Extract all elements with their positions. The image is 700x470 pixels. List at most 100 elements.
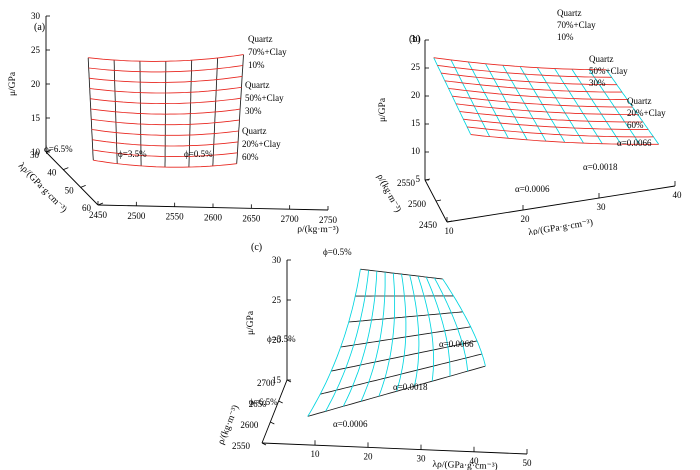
- x-tick-label: 2500: [127, 211, 146, 221]
- iso-line-quartz_content_pct-55: [444, 80, 623, 93]
- x-tick-label: 2600: [240, 420, 259, 430]
- iso-line-quartz_content_pct-65: [88, 65, 243, 73]
- iso-line-crack_density_alpha-0.0066: [442, 278, 486, 367]
- panel-a-letter: (a): [34, 22, 46, 33]
- iso-line-quartz_content_pct-65: [437, 64, 612, 78]
- iso-line-value-label: ϕ=6.5%: [44, 144, 73, 154]
- x-tick-label: 2550: [397, 178, 416, 188]
- iso-line-crack_density_alpha-0.0036: [396, 274, 407, 392]
- iso-line-quartz_content_pct-70: [88, 54, 244, 62]
- z-tick-label: 10: [411, 146, 421, 156]
- x-axis-tick: [270, 421, 275, 425]
- z-tick-label: 5: [416, 174, 421, 184]
- x-tick-label: 2550: [166, 212, 185, 222]
- iso-line-crack_density_alpha-0.0012: [325, 270, 370, 412]
- surface-plot-a: 2450 2500 2550 2600 2650 2700 2750ρ/(kg·m⁻³)30…: [8, 11, 339, 235]
- z-axis-title: μ/GPa: [8, 71, 18, 96]
- iso-line-quartz_content_pct-20: [93, 159, 237, 168]
- z-tick-label: 30: [411, 34, 421, 44]
- iso-line-quartz_content_pct-50: [448, 88, 628, 101]
- y-tick-label: 30: [30, 150, 40, 160]
- x-axis-tick: [278, 400, 283, 404]
- x-axis-tick: [435, 199, 442, 202]
- panel-b-letter: (b): [409, 34, 421, 45]
- y-tick-label: 40: [470, 456, 480, 466]
- mineral-fraction-label: Quartz: [589, 54, 614, 64]
- iso-line-quartz_content_pct-30: [463, 118, 649, 130]
- iso-line-quartz_content_pct-60: [89, 75, 243, 83]
- y-tick-label: 40: [47, 168, 57, 178]
- x-axis-title: ρ/(kg·m⁻³): [297, 224, 339, 235]
- mineral-fraction-label: 20%+Clay: [627, 108, 666, 118]
- y-axis-tick: [97, 202, 104, 206]
- x-axis-title: ρ/(kg·m⁻³): [216, 403, 242, 446]
- y-axis-title: λρ/(GPa·g·cm⁻³): [432, 459, 498, 470]
- iso-line-crack_density_alpha-0.0006: [433, 57, 472, 135]
- mineral-fraction-label: 60%: [242, 152, 259, 162]
- z-tick-label: 25: [31, 45, 41, 55]
- surface-plot-c: 2550 2600 2650 2700 ρ/(kg·m⁻³) 10 20 30 40 50 λρ/(…: [216, 247, 532, 470]
- mineral-fraction-label: 50%+Clay: [589, 66, 628, 76]
- iso-line-value-label: α=0.0018: [583, 162, 618, 172]
- iso-line-crack_density_alpha-0.0024: [360, 272, 386, 402]
- iso-line-value-label: α=0.0006: [333, 419, 368, 429]
- iso-line-value-label: ϕ=6.5%: [249, 397, 278, 407]
- z-tick-label: 15: [31, 113, 41, 123]
- iso-line-value-label: ϕ=3.5%: [267, 334, 296, 344]
- mineral-fraction-label: 10%: [248, 60, 265, 70]
- z-axis-title: μ/GPa: [246, 310, 256, 335]
- iso-line-crack_density_alpha-0.003: [378, 273, 396, 397]
- mineral-fraction-label: Quartz: [248, 34, 273, 44]
- x-tick-label: 2650: [242, 213, 261, 223]
- iso-line-quartz_content_pct-35: [459, 111, 643, 123]
- iso-line-quartz_content_pct-45: [90, 108, 241, 115]
- mineral-fraction-label: 70%+Clay: [557, 20, 596, 30]
- z-axis-title: μ/GPa: [378, 97, 388, 122]
- x-tick-label: 2450: [419, 220, 438, 230]
- iso-line-quartz_content_pct-60: [441, 72, 617, 86]
- iso-line-quartz_content_pct-55: [89, 86, 242, 94]
- y-axis-line: [261, 442, 528, 455]
- z-tick-label: 30: [272, 255, 282, 265]
- x-tick-label: 2500: [408, 199, 427, 209]
- iso-line-value-label: α=0.0066: [617, 138, 652, 148]
- iso-line-crack_density_alpha-0.0042: [409, 274, 420, 387]
- iso-line-value-label: ϕ=0.5%: [323, 247, 352, 257]
- panel-c-surface-plot: 2550 2600 2650 2700 ρ/(kg·m⁻³) 10 20 30 40 50 λρ/(…: [155, 235, 565, 470]
- z-tick-label: 25: [411, 62, 421, 72]
- y-tick-label: 10: [445, 226, 455, 235]
- iso-line-crack_density_alpha-0.006: [434, 277, 469, 372]
- iso-line-value-label: α=0.0018: [393, 382, 428, 392]
- y-tick-label: 30: [417, 454, 427, 464]
- mineral-fraction-label: 70%+Clay: [248, 47, 287, 57]
- iso-line-crack_density_alpha-0.0048: [417, 275, 435, 382]
- iso-line-quartz_content_pct-20: [470, 134, 659, 145]
- z-tick-label: 25: [272, 295, 282, 305]
- y-tick-label: 20: [364, 451, 374, 461]
- iso-line-crack_density_alpha-0.0054: [425, 276, 451, 377]
- y-axis-title: λρ/(GPa·g·cm⁻³): [16, 160, 69, 215]
- x-tick-label: 2550: [232, 441, 251, 451]
- panel-a-surface-plot: 2450 2500 2550 2600 2650 2700 2750 ρ/(kg·m⁻³) 30…: [0, 0, 365, 235]
- z-tick-label: 15: [272, 375, 282, 385]
- y-axis-title: λρ/(GPa·g·cm⁻³): [528, 217, 594, 235]
- x-axis-line: [261, 379, 288, 444]
- iso-line-value-label: α=0.0066: [439, 339, 474, 349]
- iso-line-quartz_content_pct-25: [92, 149, 238, 158]
- mineral-fraction-label: 30%: [245, 106, 262, 116]
- mineral-fraction-label: Quartz: [627, 96, 652, 106]
- iso-line-quartz_content_pct-45: [452, 95, 633, 108]
- iso-line-value-label: ϕ=0.5%: [184, 149, 213, 159]
- z-tick-label: 15: [411, 118, 421, 128]
- z-tick-label: 20: [31, 79, 41, 89]
- mineral-fraction-label: 30%: [589, 78, 606, 88]
- iso-line-value-label: α=0.0006: [515, 184, 550, 194]
- iso-line-quartz_content_pct-70: [433, 57, 607, 71]
- x-tick-label: 2700: [257, 378, 276, 388]
- x-tick-label: 2750: [319, 215, 338, 225]
- iso-line-crack_density_alpha-0.0018: [342, 271, 378, 407]
- mineral-fraction-label: 20%+Clay: [242, 139, 281, 149]
- z-tick-label: 30: [31, 11, 41, 21]
- surface-plot-b: 245025002550ρ/(kg·m⁻³)10203040λρ/(GPa·g·…: [374, 8, 682, 235]
- iso-line-quartz_content_pct-30: [92, 139, 239, 147]
